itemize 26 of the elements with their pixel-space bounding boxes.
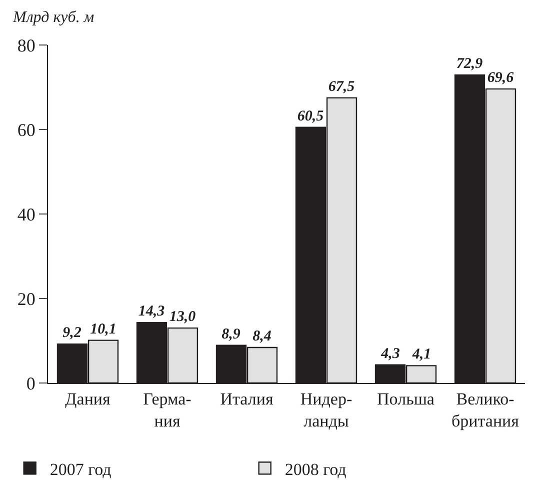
y-tick-label: 60: [17, 120, 36, 140]
data-label: 13,0: [169, 309, 196, 326]
x-tick-label: Велико- британия: [452, 389, 520, 430]
x-tick-label: Польша: [377, 389, 435, 408]
x-tick-label: Дания: [65, 389, 111, 408]
data-label: 10,1: [90, 321, 116, 338]
data-label: 8,4: [252, 328, 272, 345]
data-label: 69,6: [487, 70, 514, 86]
data-label: 72,9: [456, 56, 484, 72]
x-tick-label: Италия: [220, 389, 274, 408]
x-tick-label: Нидер- ланды: [300, 389, 352, 430]
y-tick-label: 20: [17, 288, 36, 309]
y-tick-label: 80: [17, 35, 36, 56]
data-label: 9,2: [62, 325, 82, 342]
data-label: 14,3: [138, 304, 166, 320]
y-axis-title: Млрд куб. м: [12, 9, 94, 26]
data-label: 67,5: [328, 78, 356, 95]
legend-label: 2007 год: [50, 460, 112, 479]
legend-label: 2008 год: [284, 460, 347, 479]
data-label: 60,5: [297, 108, 324, 124]
x-tick-label: Герма- ния: [143, 389, 192, 430]
data-label: 4,1: [411, 346, 432, 363]
y-tick-label: 0: [26, 373, 36, 394]
data-label: 4,3: [380, 346, 400, 362]
data-label: 8,9: [222, 326, 241, 342]
y-tick-label: 40: [17, 204, 36, 224]
